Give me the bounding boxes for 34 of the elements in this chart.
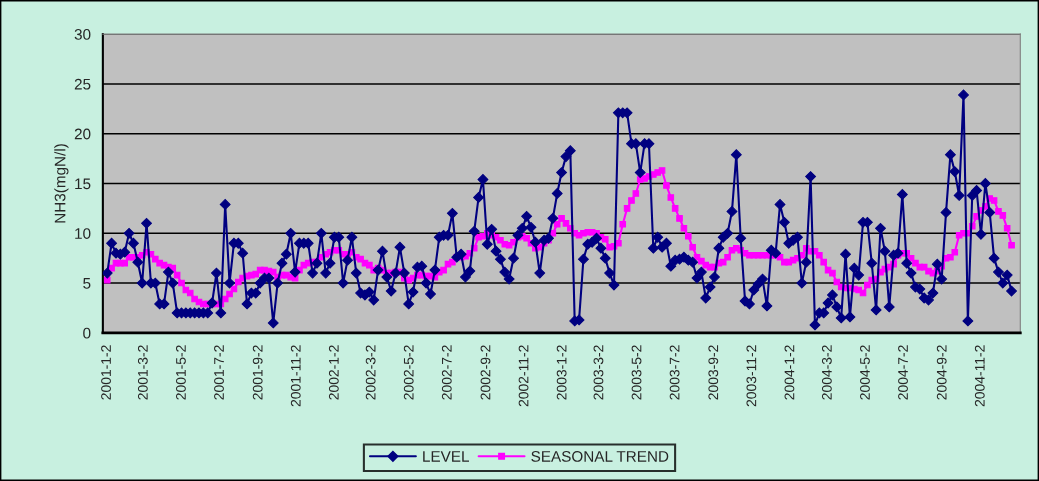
x-tick-label: 2004-11-2 <box>974 345 985 407</box>
legend-label: SEASONAL TREND <box>531 451 669 462</box>
x-tick-label: 2003-7-2 <box>669 345 680 400</box>
x-tick-label: 2003-1-2 <box>556 345 567 400</box>
x-tick-label: 2001-1-2 <box>101 345 111 400</box>
x-tick-label: 2002-1-2 <box>328 345 339 400</box>
x-tick-label: 2001-7-2 <box>214 345 224 400</box>
x-tick-label: 2001-9-2 <box>252 345 263 400</box>
x-tick-label: 2003-11-2 <box>746 345 757 407</box>
y-tick-label: 10 <box>75 228 91 239</box>
y-tick-label: 0 <box>83 327 91 339</box>
y-tick-label: 5 <box>83 278 91 289</box>
y-tick-label: 15 <box>75 178 91 190</box>
x-tick-label: 2003-5-2 <box>631 345 642 400</box>
x-tick-label: 2002-9-2 <box>480 345 491 400</box>
y-tick-label: 30 <box>74 29 91 40</box>
x-tick-label: 2003-9-2 <box>708 345 719 400</box>
x-tick-label: 2001-3-2 <box>137 345 148 400</box>
x-tick-label: 2003-3-2 <box>593 345 604 400</box>
y-tick-label: 20 <box>74 128 91 140</box>
y-axis-title: NH3(mgN/l) <box>54 144 69 223</box>
x-tick-label: 2004-1-2 <box>784 345 795 400</box>
x-tick-label: 2001-11-2 <box>290 345 301 407</box>
y-tick-label: 25 <box>74 78 91 90</box>
x-tick-label: 2002-3-2 <box>365 345 376 400</box>
x-tick-label: 2004-7-2 <box>898 345 908 400</box>
x-tick-label: 2002-11-2 <box>518 345 529 407</box>
x-tick-label: 2004-9-2 <box>936 345 947 400</box>
x-tick-label: 2001-5-2 <box>176 345 186 400</box>
legend-label: LEVEL <box>423 451 469 462</box>
x-tick-label: 2004-3-2 <box>821 345 832 400</box>
x-tick-label: 2002-7-2 <box>441 345 452 400</box>
x-tick-label: 2004-5-2 <box>860 345 870 400</box>
x-tick-label: 2002-5-2 <box>403 345 414 400</box>
